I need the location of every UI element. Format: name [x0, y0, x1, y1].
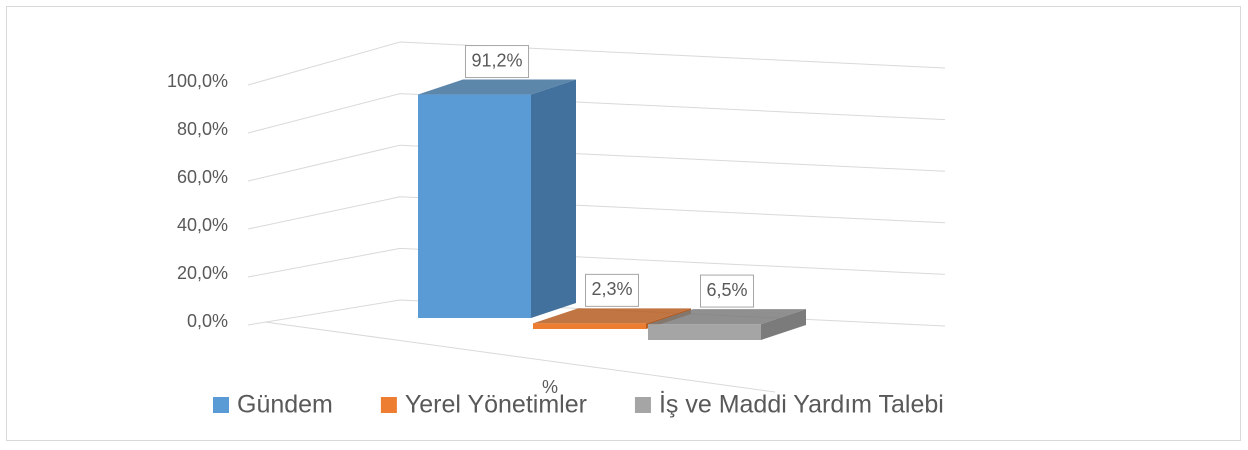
- y-tick-label: 0,0%: [187, 311, 228, 331]
- data-label: 91,2%: [471, 50, 522, 70]
- legend-label: Yerel Yönetimler: [405, 391, 587, 419]
- data-label-box: [584, 273, 640, 307]
- legend-label: Gündem: [237, 391, 333, 419]
- legend-swatch: [213, 397, 229, 413]
- grid-line: [247, 144, 946, 182]
- bar: [533, 323, 646, 329]
- y-tick-label: 40,0%: [177, 215, 228, 235]
- bar: [648, 324, 761, 340]
- x-tick-label: %: [542, 377, 558, 397]
- grid-line: [247, 41, 946, 86]
- y-tick-label: 60,0%: [177, 167, 228, 187]
- legend-swatch: [380, 397, 397, 413]
- data-label: 2,3%: [591, 279, 632, 299]
- grid-line: [247, 196, 946, 230]
- data-label: 6,5%: [706, 280, 747, 300]
- y-tick-label: 20,0%: [177, 263, 228, 283]
- y-tick-label: 100,0%: [167, 71, 228, 91]
- y-tick-label: 80,0%: [177, 119, 228, 139]
- grid-line: [247, 93, 946, 134]
- bar-side: [531, 79, 576, 318]
- grid-line: [247, 247, 946, 278]
- bar-side: [761, 309, 806, 340]
- bar: [418, 94, 531, 318]
- chart-border: [6, 6, 1241, 441]
- bar-top: [648, 309, 806, 325]
- floor-edge: [264, 321, 776, 393]
- data-label-box: [464, 45, 530, 79]
- legend-label: İş ve Maddi Yardım Talebi: [659, 390, 944, 419]
- data-label-box: [699, 274, 755, 308]
- bar-top: [533, 308, 691, 324]
- bar-top: [418, 79, 576, 95]
- legend-swatch: [634, 397, 651, 413]
